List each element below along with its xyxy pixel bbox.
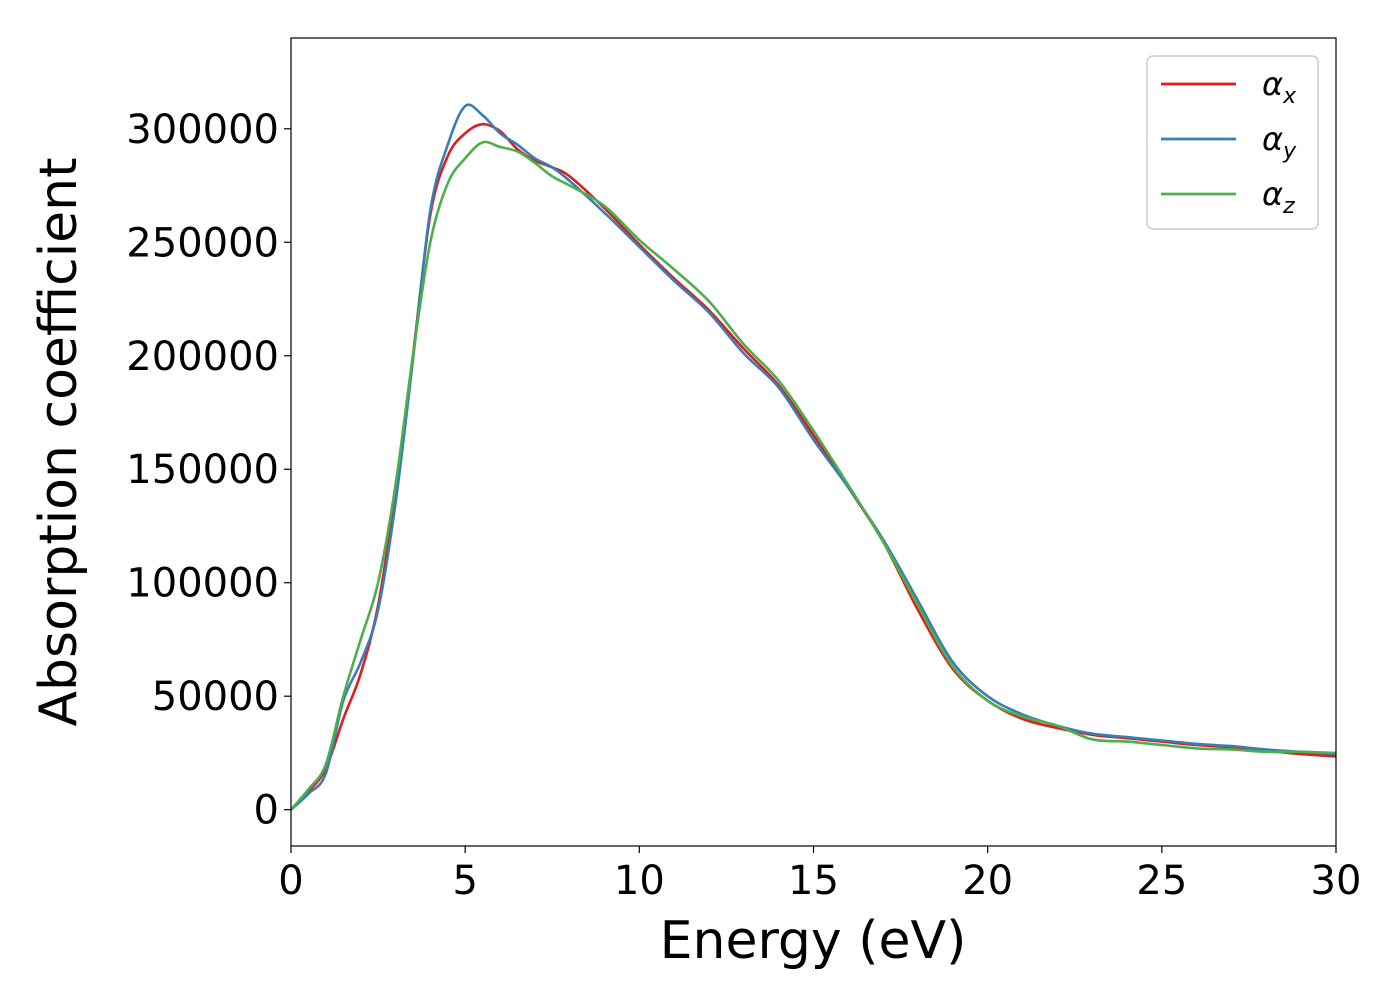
x-axis: 0 5 10 15 20 25 30 [278, 846, 1361, 904]
legend-label-z: αz [1262, 175, 1295, 219]
x-tick-label: 25 [1136, 858, 1187, 904]
y-tick-label: 150000 [126, 447, 279, 493]
x-tick-label: 10 [614, 858, 665, 904]
y-axis: 0 50000 100000 150000 200000 250000 300000 [126, 107, 291, 834]
series-line-y [291, 103, 1336, 811]
x-tick-label: 30 [1311, 858, 1362, 904]
y-tick-label: 50000 [152, 674, 279, 720]
legend-label-x: αx [1262, 65, 1297, 109]
y-tick-label: 100000 [126, 561, 279, 607]
y-tick-label: 250000 [126, 220, 279, 266]
x-axis-label: Energy (eV) [660, 911, 967, 971]
y-tick-label: 0 [254, 788, 279, 834]
y-tick-label: 300000 [126, 107, 279, 153]
x-tick-label: 15 [788, 858, 839, 904]
y-tick-label: 200000 [126, 334, 279, 380]
series-line-z [291, 140, 1336, 811]
x-tick-label: 20 [962, 858, 1013, 904]
legend-label-y: αy [1262, 120, 1297, 164]
y-axis-label: Absorption coefficient [29, 157, 89, 726]
x-tick-label: 5 [452, 858, 477, 904]
legend: αx αy αz [1146, 55, 1319, 230]
series-layer [291, 103, 1336, 811]
x-tick-label: 0 [278, 858, 303, 904]
legend-box [1146, 55, 1319, 230]
